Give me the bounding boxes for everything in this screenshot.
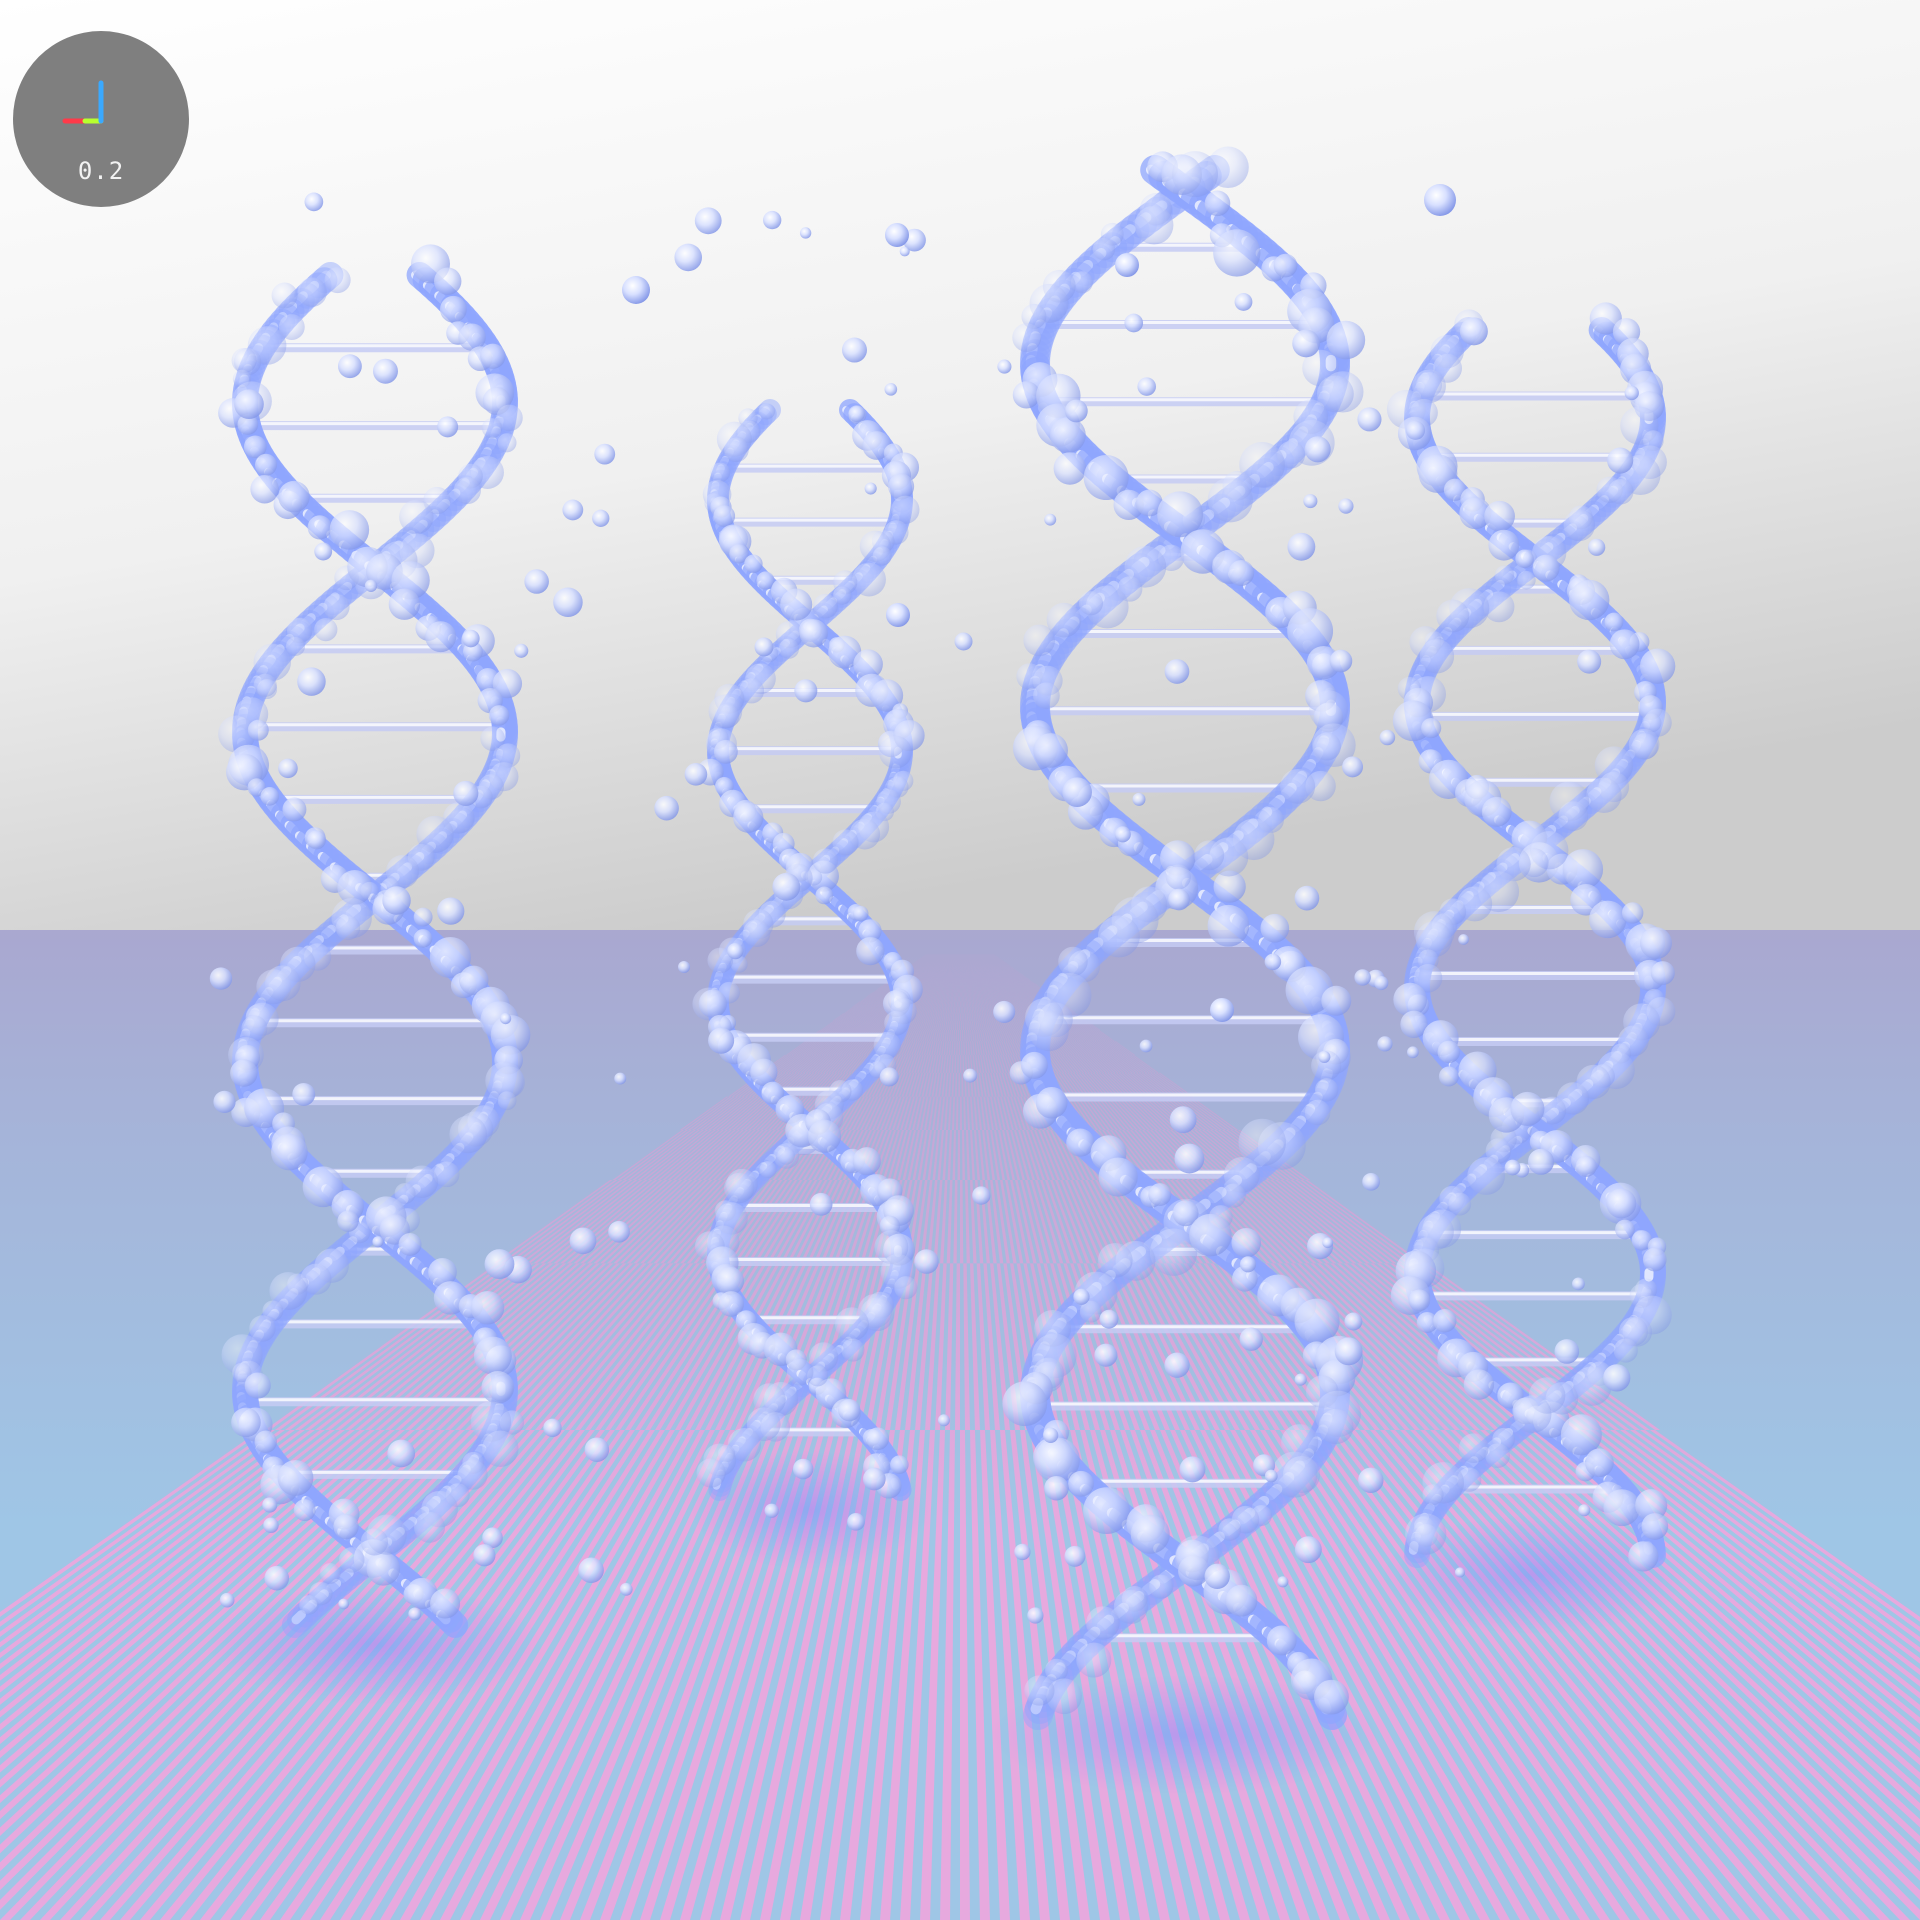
floor-tile [1210,1430,1470,1920]
floor-tile [1060,1430,1170,1920]
floor-tile [480,1430,725,1920]
floor-tile [1220,1430,1490,1920]
floor-tile [380,1430,675,1920]
floor-tile [420,1430,695,1920]
floor-tile [1090,1430,1230,1920]
floor-tile [0,1430,335,1693]
floor-tile [560,1430,765,1920]
floor-tile [900,1430,935,1920]
floor-tile [540,1430,755,1920]
floor-tile [960,1430,970,1920]
floor-tile [1100,1430,1250,1920]
floor-tile [980,1430,1010,1920]
floor-tile [500,1430,735,1920]
floor-tile [1260,1430,1570,1920]
floor-tile [990,1430,1030,1920]
floor-tile [1250,1430,1550,1920]
floor-tile [460,1430,715,1920]
floor-tile [1080,1430,1210,1920]
floor-tile [970,1430,990,1920]
floor-tile [860,1430,915,1920]
floor-tile [1000,1430,1050,1920]
floor-tile [0,1430,325,1681]
floor-tile [520,1430,745,1920]
floor-tile [1270,1430,1590,1920]
floor-tile [1030,1430,1110,1920]
floor-tile [1280,1430,1610,1920]
floor-tile [0,1430,365,1731]
floor-tile [400,1430,685,1920]
floor-tile [1170,1430,1390,1920]
floor-tile [920,1430,945,1920]
floor-tile [940,1430,955,1920]
floor-tile [440,1430,705,1920]
floor-tile [0,1430,425,1820]
floor-tile [0,1430,295,1648]
floor-tile [1070,1430,1190,1920]
floor-tile [880,1430,925,1920]
